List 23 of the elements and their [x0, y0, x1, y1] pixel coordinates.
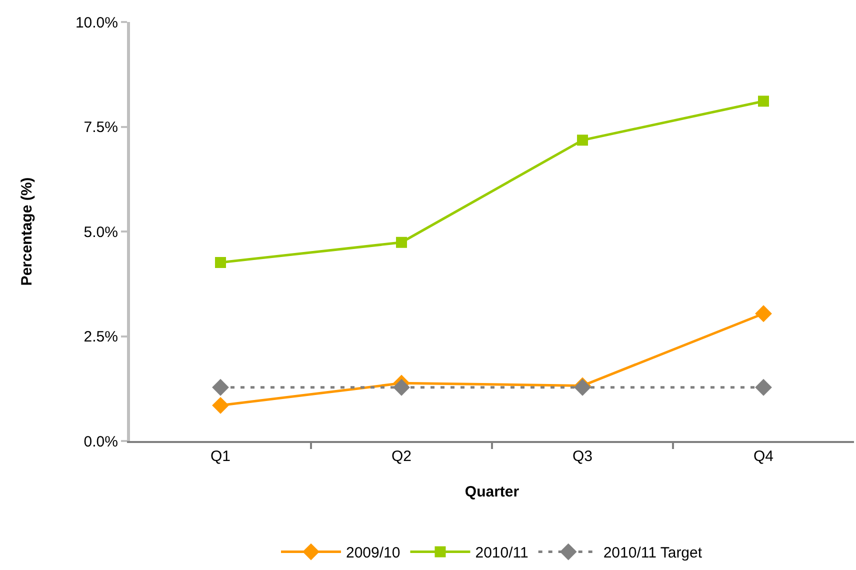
legend-label: 2010/11 Target [603, 544, 703, 562]
x-tick-label: Q1 [210, 448, 231, 465]
y-tick-label: 5.0% [84, 224, 118, 241]
point [755, 378, 772, 396]
legend-label: 2009/10 [346, 544, 400, 562]
point [393, 378, 410, 396]
point [212, 396, 229, 414]
x-axis-title: Quarter [464, 484, 520, 500]
x-tick-label: Q4 [753, 448, 774, 465]
point [758, 96, 769, 107]
y-tick-label: 0.0% [84, 433, 118, 450]
x-tick-label: Q2 [391, 448, 412, 465]
y-tick-label: 10.0% [75, 14, 118, 32]
point [215, 257, 226, 268]
y-tick-label: 2.5% [84, 328, 118, 346]
legend-label: 2010/11 [475, 544, 528, 562]
point [755, 305, 772, 322]
y-axis-title: Percentage (%) [18, 177, 36, 286]
x-tick-label: Q3 [572, 448, 593, 465]
point [396, 236, 407, 248]
point [577, 134, 588, 146]
y-tick-label: 7.5% [84, 119, 118, 136]
point [212, 378, 229, 396]
